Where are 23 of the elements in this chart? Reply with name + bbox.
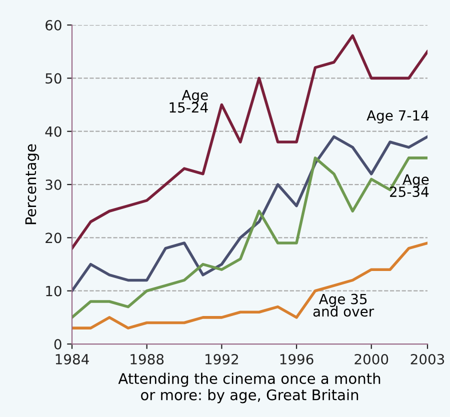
series-label: Age 25-34 (390, 174, 429, 198)
y-axis-title: Percentage (25, 144, 40, 224)
x-tick-label: 1996 (280, 354, 314, 364)
line-series (72, 156, 428, 319)
x-tick-label: 1984 (56, 354, 89, 364)
series-label: Age 35 and over (313, 294, 374, 317)
series-label: Age 15-24 (170, 90, 208, 113)
line-series (72, 242, 428, 330)
line-series (72, 135, 428, 292)
y-tick-label: 50 (46, 73, 62, 84)
x-tick-label: 1992 (206, 354, 238, 364)
series-label: Age 7-14 (366, 110, 429, 124)
y-tick-label: 30 (46, 179, 62, 190)
x-tick-label: 2003 (410, 354, 444, 364)
y-tick-label: 10 (46, 286, 62, 296)
y-tick-label: 0 (54, 338, 62, 350)
y-tick-label: 60 (46, 20, 62, 30)
line-series (72, 34, 428, 250)
y-tick-label: 20 (46, 232, 62, 244)
x-axis-title: Attending the cinema once a month or more: by age, Great Britain (118, 372, 380, 404)
x-tick-label: 2000 (354, 354, 388, 364)
x-tick-label: 1988 (130, 354, 164, 364)
y-tick-label: 40 (45, 126, 62, 137)
